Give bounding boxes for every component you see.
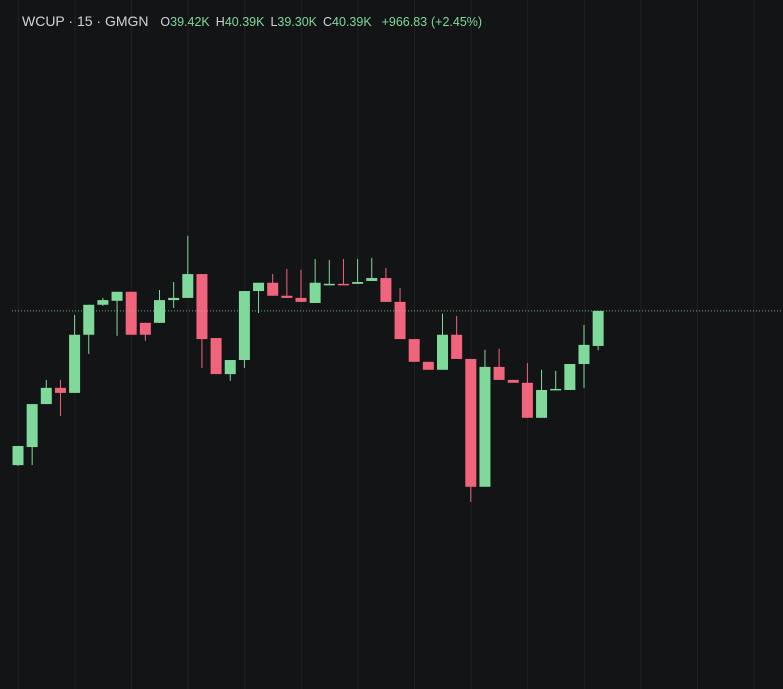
candle-body <box>493 366 505 380</box>
ohlc-legend: O39.42K H40.39K L39.30K C40.39K <box>160 13 377 29</box>
candle-body <box>592 310 604 346</box>
candle-body <box>210 338 222 375</box>
legend-key: H <box>215 15 225 29</box>
candle-body <box>224 360 236 375</box>
candle-body <box>437 334 448 370</box>
candle-body <box>111 291 123 301</box>
candle-body <box>380 278 392 302</box>
candle-body <box>267 282 279 296</box>
candle-body <box>168 297 180 301</box>
candle-body <box>507 379 519 383</box>
candle-body <box>352 282 364 284</box>
candle-body <box>54 387 66 393</box>
candle-body <box>139 322 151 335</box>
candle-body <box>69 334 81 393</box>
candle-body <box>394 301 406 340</box>
legend-value: 40.39K <box>332 15 372 29</box>
candle-body <box>578 344 590 364</box>
candle-body <box>182 274 194 298</box>
candle-body <box>12 445 24 466</box>
candle-body <box>295 297 307 302</box>
candle-body <box>564 364 576 390</box>
candle-body <box>83 304 95 335</box>
candle-body <box>337 283 349 286</box>
candle-body <box>281 295 293 298</box>
candle-body <box>366 278 378 281</box>
legend-key: L <box>270 15 278 29</box>
candle-body <box>97 300 109 305</box>
candle-body <box>26 404 38 448</box>
legend-value: 39.30K <box>277 15 318 29</box>
legend-key: O <box>160 15 171 29</box>
chart-title: WCUP · 15 · GMGN <box>22 13 149 29</box>
candle-body <box>125 291 137 335</box>
change-percent: (+2.45%) <box>431 15 483 29</box>
candle-body <box>309 282 321 303</box>
change: +966.83 <box>381 15 428 29</box>
candle-body <box>40 387 52 405</box>
candle-body <box>451 334 463 359</box>
header: WCUP · 15 · GMGN O39.42K H40.39K L39.30K C4… <box>22 13 482 29</box>
candle-body <box>550 388 562 391</box>
legend-value: 40.39K <box>224 15 265 29</box>
candle-body <box>521 382 533 418</box>
candle-body <box>154 300 165 323</box>
candle-body <box>422 361 434 370</box>
candle-body <box>238 291 250 361</box>
candle-body <box>536 390 548 418</box>
candle-body <box>323 283 335 286</box>
candle-body <box>196 274 208 340</box>
legend-value: 39.42K <box>170 15 210 29</box>
candle-body <box>479 366 491 487</box>
candle-body <box>408 339 420 362</box>
candle-body <box>465 358 477 487</box>
candle-body <box>253 282 265 292</box>
legend-key: C <box>323 15 333 29</box>
